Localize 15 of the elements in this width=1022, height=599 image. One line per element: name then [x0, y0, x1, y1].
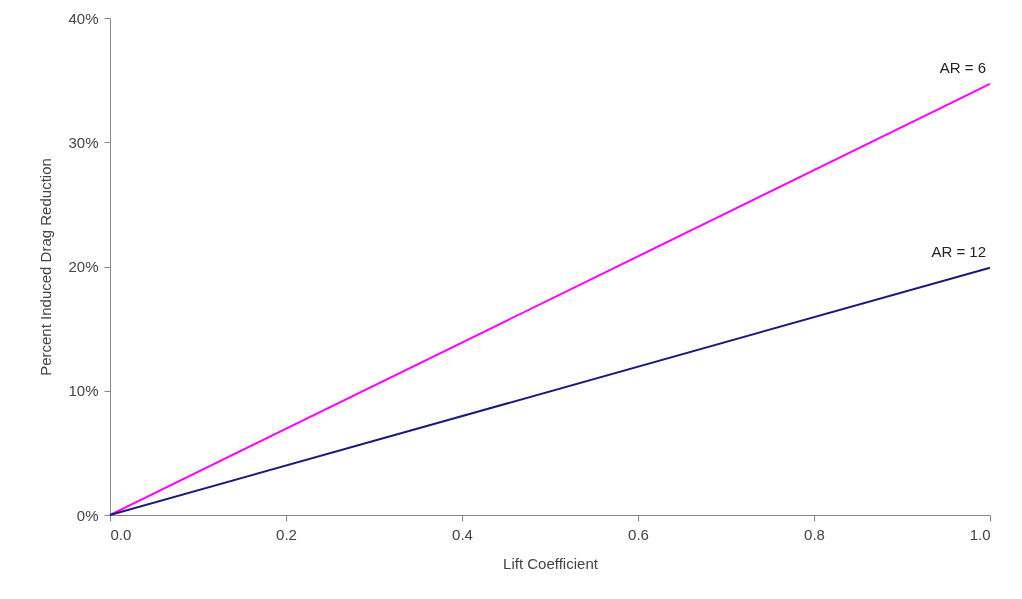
y-tick-label: 40% [68, 9, 99, 27]
x-tick-label: 0.2 [276, 525, 297, 543]
x-axis-title: Lift Coefficient [503, 554, 599, 572]
y-tick-label: 0% [76, 506, 99, 524]
x-tick-label: 0.0 [110, 525, 132, 543]
x-tick-label: 0.4 [452, 525, 473, 543]
y-axis-title: Percent Induced Drag Reduction [37, 158, 55, 376]
x-tick-label: 0.6 [628, 525, 649, 543]
series-label: AR = 6 [939, 58, 986, 76]
series-label: AR = 12 [931, 242, 986, 260]
y-tick-label: 10% [68, 382, 99, 400]
x-tick-label: 0.8 [804, 525, 825, 543]
y-tick-label: 20% [68, 258, 99, 275]
y-tick-label: 30% [68, 133, 99, 151]
x-tick-label: 1.0 [969, 525, 991, 543]
